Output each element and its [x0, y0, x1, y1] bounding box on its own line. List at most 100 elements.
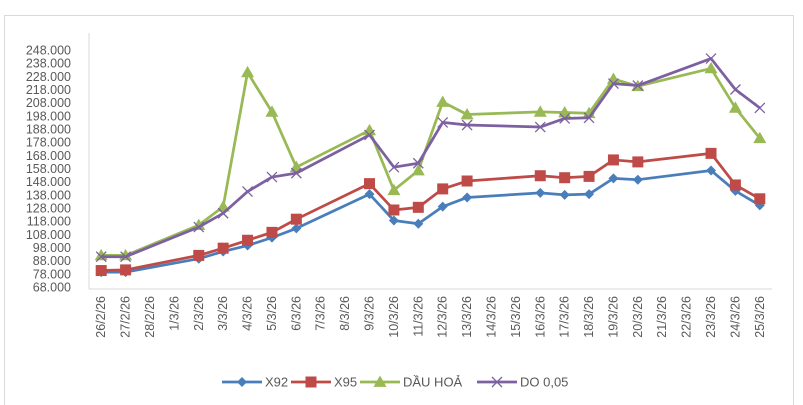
- data-point: [608, 173, 619, 184]
- series-do-0-05: [95, 53, 766, 263]
- data-point: [607, 154, 619, 166]
- data-point: [632, 156, 644, 168]
- x-tick-label: 21/3/26: [655, 296, 669, 338]
- x-marker-stroke: [754, 102, 766, 114]
- data-point: [729, 84, 741, 95]
- x-marker-stroke: [266, 171, 278, 183]
- data-point: [437, 116, 449, 128]
- data-point: [461, 175, 473, 187]
- data-point: [411, 163, 425, 176]
- axes: [88, 33, 772, 290]
- data-point: [95, 251, 107, 263]
- legend-label: DO 0,05: [520, 375, 568, 390]
- legend-item: DO 0,05: [477, 375, 568, 390]
- series-line: [101, 57, 761, 259]
- data-point: [436, 95, 450, 107]
- data-point: [534, 121, 546, 133]
- legend-item: X92: [222, 375, 288, 390]
- data-point: [584, 189, 595, 200]
- x-marker-stroke: [217, 207, 229, 219]
- legend-label: DẦU HOẢ: [403, 375, 463, 390]
- y-tick-label: 218.000: [26, 83, 71, 97]
- x-tick-label: 25/3/26: [753, 296, 767, 338]
- data-point: [241, 65, 255, 78]
- x-marker-stroke: [705, 53, 717, 65]
- data-point: [535, 187, 546, 198]
- x-tick-label: 19/3/26: [606, 296, 620, 338]
- x-tick-label: 12/3/26: [436, 296, 450, 338]
- x-tick-label: 16/3/26: [533, 296, 547, 338]
- data-point: [462, 192, 473, 203]
- x-tick-label: 14/3/26: [484, 296, 498, 338]
- data-point: [387, 183, 401, 196]
- data-point: [388, 204, 400, 216]
- data-point: [413, 218, 424, 229]
- data-point: [364, 189, 375, 200]
- data-point: [364, 129, 375, 141]
- data-point: [290, 213, 302, 225]
- x-marker-stroke: [729, 84, 741, 95]
- x-marker-stroke: [461, 119, 473, 131]
- data-point: [728, 101, 742, 113]
- y-tick-label: 178.000: [26, 136, 71, 150]
- data-point: [706, 165, 717, 176]
- data-point: [412, 157, 424, 169]
- data-point: [607, 78, 619, 90]
- data-point: [291, 223, 302, 234]
- x-tick-label: 1/3/26: [167, 296, 181, 331]
- x-tick-label: 18/3/26: [582, 296, 596, 338]
- x-marker-stroke: [534, 121, 546, 133]
- data-point: [242, 186, 254, 198]
- x-tick-label: 9/3/26: [363, 296, 377, 331]
- y-tick-label: 228.000: [26, 70, 71, 84]
- x-tick-label: 15/3/26: [509, 296, 523, 338]
- data-point: [388, 215, 399, 226]
- y-tick-label: 98.000: [33, 241, 71, 255]
- series-layer: [94, 53, 767, 278]
- data-point: [559, 172, 571, 184]
- legend-label: X92: [265, 375, 288, 390]
- data-point: [193, 249, 205, 261]
- data-point: [95, 265, 107, 277]
- y-tick-label: 138.000: [26, 188, 71, 202]
- legend: X92 X95 DẦU HOẢ DO 0,05: [222, 375, 568, 390]
- y-tick-label: 168.000: [26, 149, 71, 163]
- data-point: [217, 242, 229, 254]
- x-tick-label: 6/3/26: [289, 296, 303, 331]
- x-tick-label: 10/3/26: [387, 296, 401, 338]
- y-axis-ticks: 68.00078.00088.00098.000108.000118.00012…: [26, 44, 71, 295]
- data-point: [437, 201, 448, 212]
- data-point: [754, 193, 766, 205]
- legend-marker-icon: [373, 375, 387, 387]
- data-point: [632, 80, 644, 92]
- x-marker-stroke: [242, 186, 254, 198]
- data-point: [364, 178, 376, 190]
- x-marker-stroke: [193, 221, 205, 233]
- x-marker-stroke: [632, 80, 644, 92]
- data-point: [388, 161, 400, 173]
- data-point: [533, 105, 547, 117]
- y-tick-label: 148.000: [26, 175, 71, 189]
- x-tick-label: 2/3/26: [192, 296, 206, 331]
- y-tick-label: 108.000: [26, 228, 71, 242]
- x-marker-stroke: [412, 157, 424, 169]
- x-marker-stroke: [364, 129, 375, 141]
- data-point: [120, 251, 132, 263]
- x-tick-label: 8/3/26: [338, 296, 352, 331]
- data-point: [193, 221, 205, 233]
- data-point: [217, 207, 229, 219]
- x-tick-label: 17/3/26: [558, 296, 572, 338]
- legend-item: X95: [291, 375, 357, 390]
- x-marker-stroke: [120, 251, 132, 263]
- x-tick-label: 24/3/26: [728, 296, 742, 338]
- x-marker-stroke: [583, 112, 595, 124]
- x-tick-label: 4/3/26: [241, 296, 255, 331]
- data-point: [242, 234, 254, 246]
- x-tick-label: 27/2/26: [119, 296, 133, 338]
- x-tick-label: 26/2/26: [94, 296, 108, 338]
- data-point: [266, 171, 278, 183]
- y-tick-label: 88.000: [33, 254, 71, 268]
- x-tick-label: 20/3/26: [631, 296, 645, 338]
- data-point: [290, 167, 302, 179]
- legend-label: X95: [334, 375, 357, 390]
